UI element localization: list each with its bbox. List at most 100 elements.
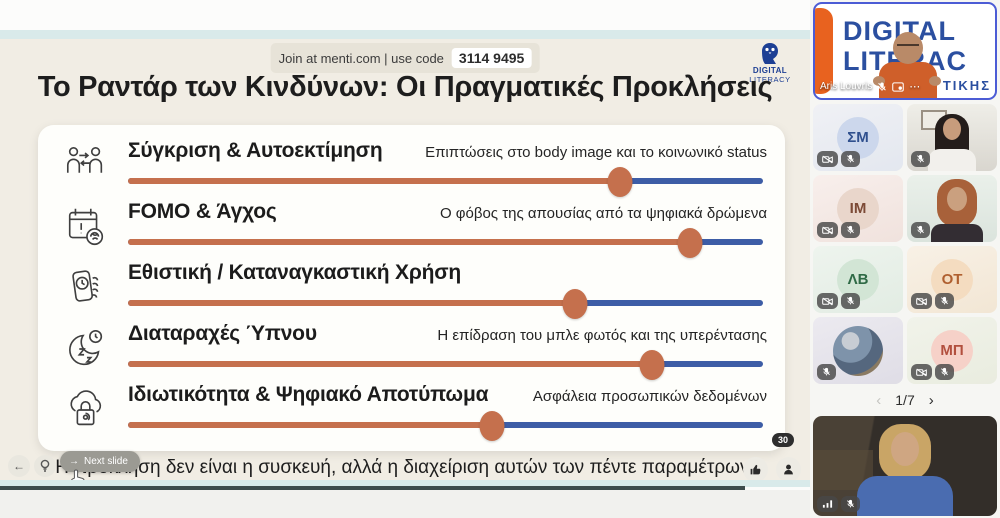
mic-muted-icon: [941, 367, 948, 376]
mic-muted-icon: [917, 154, 924, 163]
speaker-label: Aris Louvris ⋯: [820, 80, 921, 93]
risk-row-comparison: Σύγκριση & Αυτοεκτίμηση Επιπτώσεις στο b…: [60, 139, 767, 197]
menti-join-bar: Join at menti.com | use code 3114 9495: [270, 43, 540, 73]
arrow-left-icon: ←: [13, 459, 25, 473]
pinned-video-tile[interactable]: [813, 416, 997, 516]
participant-video-tile[interactable]: [907, 175, 997, 242]
slider-knob: [677, 228, 703, 258]
status-badges: [911, 364, 954, 380]
status-badges: [817, 222, 860, 238]
thumbs-up-icon: [750, 464, 761, 475]
slide-footer-text: Η πρόκληση δεν είναι η συσκευή, αλλά η δ…: [55, 457, 755, 478]
status-badges: [911, 293, 954, 309]
participant-video-tile[interactable]: [907, 104, 997, 171]
pager-prev-button[interactable]: ‹: [876, 391, 882, 409]
screenshare-border-bottom: [0, 480, 810, 487]
risk-slider: [128, 165, 767, 197]
risk-slider: [128, 409, 767, 441]
risk-subtitle: Επιπτώσεις στο body image και το κοινωνι…: [425, 144, 767, 161]
owl-logo-icon: [762, 43, 778, 64]
participant-tile[interactable]: ΣΜ: [813, 104, 903, 171]
moon-sleep-icon: [60, 322, 112, 373]
speaker-name: Aris Louvris: [820, 81, 873, 92]
thumbs-up-button[interactable]: [743, 457, 768, 482]
slider-track-filled: [128, 178, 621, 184]
calendar-brain-icon: [60, 200, 112, 251]
speaker-hand: [929, 76, 941, 86]
people-compare-icon: [60, 139, 112, 190]
speaker-hand: [873, 76, 885, 86]
mic-muted-icon: [917, 225, 924, 234]
bulb-icon: [40, 459, 50, 472]
mic-muted-icon: [847, 225, 854, 234]
participant-shirt: [930, 224, 983, 242]
risk-slider: [128, 226, 767, 258]
participants-button[interactable]: [776, 457, 801, 482]
screenshare-border-top: [0, 30, 810, 39]
risk-subtitle: Ασφάλεια προσωπικών δεδομένων: [532, 388, 767, 405]
participant-shirt: [928, 149, 976, 171]
risk-title: Σύγκριση & Αυτοεκτίμηση: [128, 139, 383, 162]
status-badges: [817, 293, 860, 309]
logo-owl-shape: [815, 8, 833, 94]
risk-subtitle: Ο φόβος της απουσίας από τα ψηφιακά δρώμ…: [439, 205, 767, 222]
app-top-bar: [0, 0, 810, 30]
camera-off-icon: [822, 297, 833, 305]
risk-slider: [128, 287, 767, 319]
mic-muted-icon: [941, 296, 948, 305]
mic-muted-icon: [847, 499, 854, 508]
participant-tile[interactable]: ΙΜ: [813, 175, 903, 242]
next-slide-tooltip[interactable]: → Next slide: [60, 451, 140, 472]
mic-muted-icon: [878, 81, 887, 91]
pager-next-button[interactable]: ›: [928, 391, 934, 409]
mic-muted-icon: [847, 154, 854, 163]
mic-muted-icon: [847, 296, 854, 305]
app-bottom-bar: Aris Louvris: [0, 490, 810, 518]
participant-tile[interactable]: ΜΠ: [907, 317, 997, 384]
speaker-silhouette-head: [893, 32, 923, 64]
slider-knob: [562, 289, 588, 319]
participant-grid: ΣΜ ΙΜ: [813, 104, 997, 384]
participant-face: [891, 432, 919, 466]
camera-off-icon: [822, 226, 833, 234]
pager-label: 1/7: [895, 392, 915, 408]
arrow-right-icon: →: [69, 456, 79, 467]
presentation-slide: Join at menti.com | use code 3114 9495 D…: [0, 39, 810, 487]
risk-row-privacy: Ιδιωτικότητα & Ψηφιακό Αποτύπωμα Ασφάλει…: [60, 383, 767, 441]
previous-slide-button[interactable]: ←: [8, 455, 30, 477]
slider-track-filled: [128, 422, 493, 428]
participant-tile[interactable]: ΛΒ: [813, 246, 903, 313]
risk-subtitle: Η επίδραση του μπλε φωτός και της υπερέν…: [437, 327, 767, 344]
participant-tile[interactable]: [813, 317, 903, 384]
screen-share-icon[interactable]: [892, 81, 905, 92]
slider-knob: [479, 411, 505, 441]
speaker-tile-aris-louvris[interactable]: DIGITAL LITERAC ΤΙΚΗΣ Aris Louvris ⋯: [813, 2, 997, 100]
shared-screen-area: Join at menti.com | use code 3114 9495 D…: [0, 0, 810, 518]
signal-strength-icon: [822, 500, 833, 508]
risk-title: Ιδιωτικότητα & Ψηφιακό Αποτύπωμα: [128, 383, 489, 406]
pointer-tool-button[interactable]: [34, 455, 56, 477]
risk-slider: [128, 348, 767, 380]
person-icon: [784, 464, 793, 475]
risk-row-sleep: Διαταραχές Ύπνου Η επίδραση του μπλε φωτ…: [60, 322, 767, 380]
camera-off-icon: [822, 155, 833, 163]
logo-text-line1: DIGITAL: [752, 66, 788, 75]
slider-track-filled: [128, 300, 576, 306]
more-options-icon[interactable]: ⋯: [909, 81, 922, 93]
status-badges: [817, 151, 860, 167]
slider-knob: [607, 167, 633, 197]
participant-tile[interactable]: ΟΤ: [907, 246, 997, 313]
participants-pager: ‹ 1/7 ›: [813, 388, 997, 412]
speaker-silhouette-body: [879, 62, 937, 98]
mic-muted-icon: [823, 367, 830, 376]
speaker-glasses: [897, 44, 919, 50]
risk-card: Σύγκριση & Αυτοεκτίμηση Επιπτώσεις στο b…: [38, 125, 785, 451]
participant-face: [946, 187, 967, 211]
camera-off-icon: [916, 297, 927, 305]
risk-row-fomo: FOMO & Άγχος Ο φόβος της απουσίας από τα…: [60, 200, 767, 258]
digital-literacy-logo: DIGITAL LITERACY: [744, 42, 796, 84]
camera-off-icon: [916, 368, 927, 376]
logo-text-line2: LITERACY: [749, 75, 791, 84]
next-slide-label: Next slide: [84, 456, 128, 467]
